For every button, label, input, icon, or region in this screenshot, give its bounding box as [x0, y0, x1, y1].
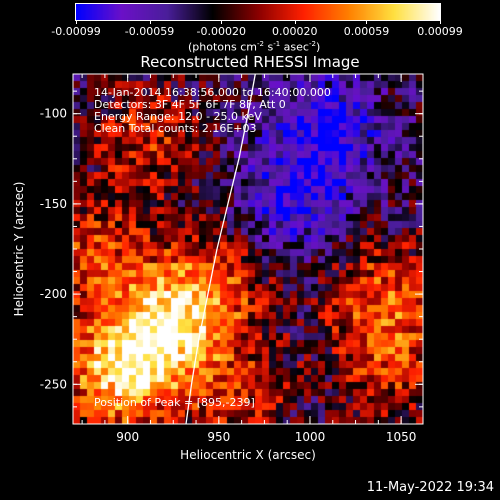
colorbar-tick-mark — [440, 20, 441, 24]
chart-title: Reconstructed RHESSI Image — [140, 53, 360, 71]
y-tick-label: -100 — [40, 107, 67, 121]
annotation-energy-range: Energy Range: 12.0 - 25.0 keV — [94, 110, 262, 123]
annotation-time-range: 14-Jan-2014 16:38:56.000 to 16:40:00.000 — [94, 86, 331, 99]
y-axis-label: Heliocentric Y (arcsec) — [12, 181, 26, 317]
x-tick-label: 900 — [116, 430, 139, 444]
x-tick-label: 1000 — [295, 430, 326, 444]
colorbar-tick-mark — [221, 20, 223, 24]
colorbar-tick-label: -0.00059 — [124, 25, 175, 38]
annotation-detectors: Detectors: 3F 4F 5F 6F 7F 8F, Att 0 — [94, 98, 286, 111]
x-tick-label: 950 — [207, 430, 230, 444]
colorbar-tick-label: 0.00020 — [272, 25, 318, 38]
x-tick-label: 1050 — [386, 430, 417, 444]
y-tick-label: -250 — [40, 377, 67, 391]
colorbar — [76, 4, 440, 20]
tick-layer: 900 950 1000 1050 -100 -150 -200 -250 — [40, 74, 423, 444]
footer-date: 11-May-2022 19:34 — [366, 480, 494, 495]
colorbar-tick-label: -0.00020 — [196, 25, 246, 38]
colorbar-tick-label: -0.00099 — [51, 25, 101, 38]
y-tick-label: -150 — [40, 197, 67, 211]
heatmap-image — [73, 74, 423, 424]
colorbar-tick-mark — [366, 20, 368, 24]
annotation-peak-position: Position of Peak = [895,-239] — [94, 396, 255, 409]
colorbar-tick-mark — [76, 20, 77, 24]
colorbar-tick-mark — [294, 20, 296, 24]
colorbar-tick-mark — [149, 20, 151, 24]
colorbar-tick-label: 0.00059 — [343, 25, 390, 38]
annotation-clean-counts: Clean Total counts: 2.16E+03 — [94, 122, 257, 135]
colorbar-unit-label: (photons cm-2 s-1 asec-2) — [188, 40, 321, 54]
x-axis-label: Heliocentric X (arcsec) — [180, 448, 316, 462]
colorbar-frame — [75, 3, 441, 21]
solar-limb-curve — [185, 73, 256, 425]
colorbar-tick-label: 0.00099 — [417, 25, 463, 38]
y-tick-label: -200 — [40, 287, 67, 301]
